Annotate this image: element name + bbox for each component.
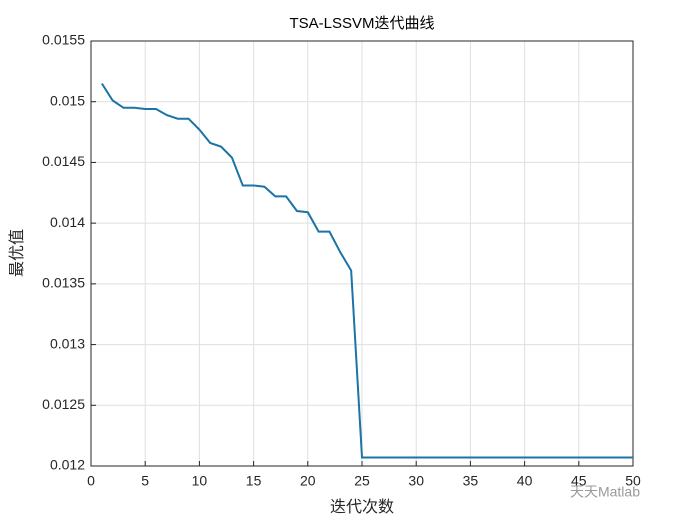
x-tick-label: 5 (141, 473, 149, 489)
y-tick-label: 0.013 (50, 335, 85, 351)
y-tick-label: 0.0125 (42, 396, 85, 412)
x-tick-label: 35 (463, 473, 479, 489)
plot-frame (90, 40, 634, 467)
x-tick-label: 50 (625, 473, 641, 489)
y-tick-label: 0.0155 (42, 32, 85, 48)
x-axis-label: 迭代次数 (330, 498, 394, 516)
x-tick-label: 15 (246, 473, 262, 489)
y-tick-label: 0.0145 (42, 153, 85, 169)
y-tick-label: 0.014 (50, 214, 85, 230)
data-line (100, 82, 633, 459)
x-tick-label: 25 (354, 473, 370, 489)
y-tick-label: 0.0135 (42, 275, 85, 291)
x-tick-label: 40 (517, 473, 533, 489)
y-tick-label: 0.012 (50, 457, 85, 473)
chart-title: TSA-LSSVM迭代曲线 (289, 15, 434, 32)
y-axis-label: 最优值 (8, 229, 26, 277)
x-tick-label: 45 (571, 473, 587, 489)
x-tick-label: 30 (408, 473, 424, 489)
x-tick-label: 20 (300, 473, 316, 489)
y-tick-label: 0.015 (50, 92, 85, 108)
watermark: 天天Matlab (570, 484, 640, 500)
x-tick-label: 10 (192, 473, 208, 489)
x-tick-label: 0 (87, 473, 95, 489)
